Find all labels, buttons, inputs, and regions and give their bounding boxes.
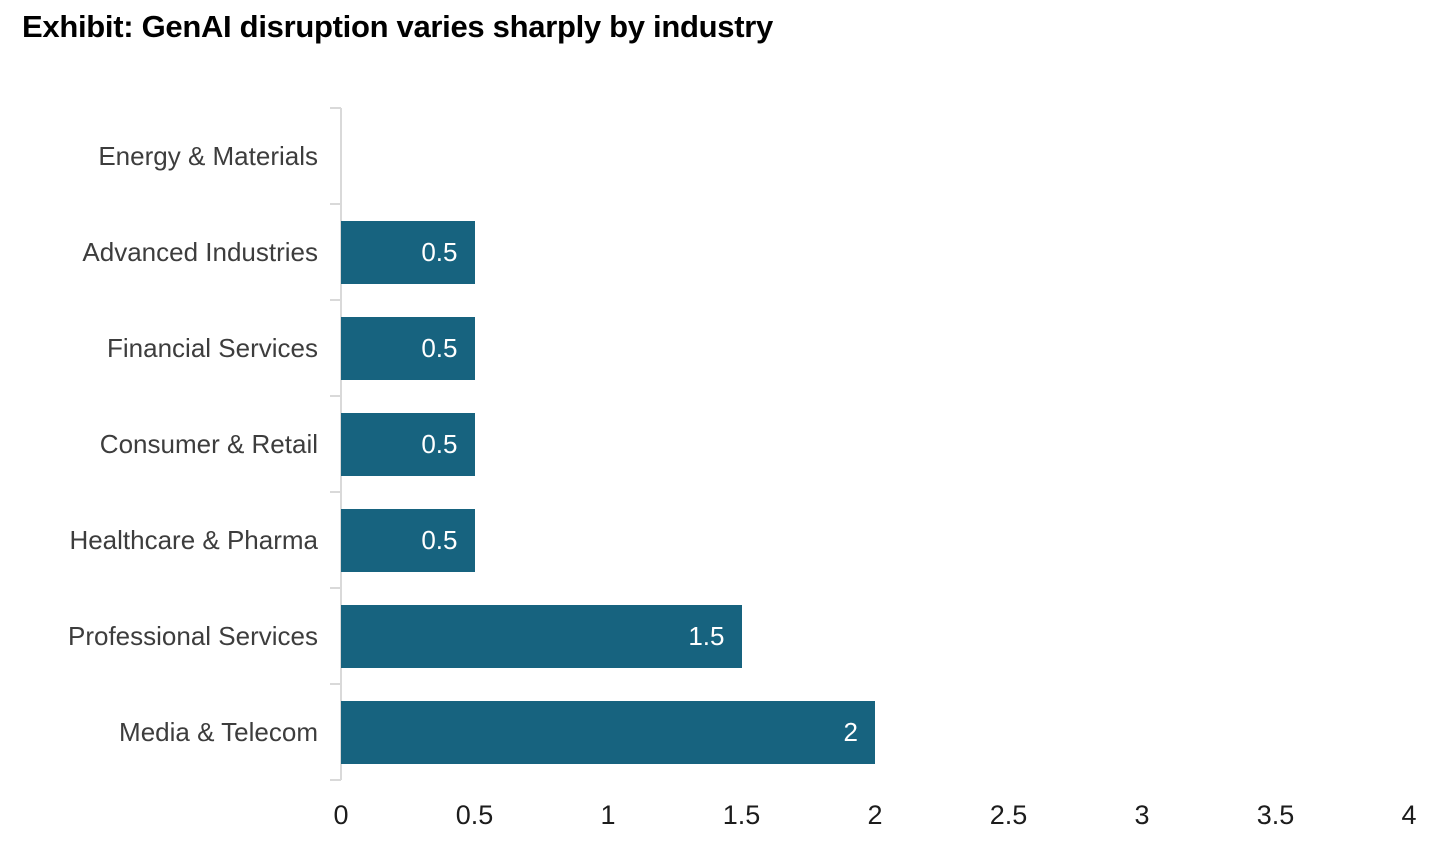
y-axis-tick — [330, 779, 341, 781]
category-label: Financial Services — [107, 332, 318, 363]
x-axis-tick-label: 4 — [1401, 800, 1417, 830]
category-label: Energy & Materials — [98, 140, 318, 171]
y-axis-tick — [330, 395, 341, 397]
x-axis-tick-label: 2 — [867, 800, 883, 830]
y-axis-tick — [330, 683, 341, 685]
x-axis-tick-label: 1 — [600, 800, 616, 830]
category-label: Advanced Industries — [82, 236, 318, 267]
category-label: Media & Telecom — [119, 716, 318, 747]
bar-2: 0.5 — [341, 220, 475, 284]
x-axis-tick-label: 3 — [1134, 800, 1150, 830]
bar-6: 1.5 — [341, 604, 742, 668]
bar-4: 0.5 — [341, 412, 475, 476]
y-axis-tick — [330, 299, 341, 301]
category-label: Professional Services — [68, 620, 318, 651]
y-axis-tick — [330, 203, 341, 205]
x-axis-tick-label: 0.5 — [455, 800, 494, 830]
chart-title: Exhibit: GenAI disruption varies sharply… — [22, 9, 773, 44]
bar-7: 2 — [341, 700, 875, 764]
y-axis-tick — [330, 491, 341, 493]
x-axis-tick-label: 1.5 — [722, 800, 761, 830]
bar-3: 0.5 — [341, 316, 475, 380]
bar-5: 0.5 — [341, 508, 475, 572]
category-label: Consumer & Retail — [99, 428, 318, 459]
x-axis-tick-label: 3.5 — [1256, 800, 1295, 830]
x-axis-tick-label: 2.5 — [989, 800, 1028, 830]
y-axis-tick — [330, 107, 341, 109]
x-axis-tick-label: 0 — [333, 800, 349, 830]
y-axis-tick — [330, 587, 341, 589]
category-label: Healthcare & Pharma — [69, 524, 318, 555]
